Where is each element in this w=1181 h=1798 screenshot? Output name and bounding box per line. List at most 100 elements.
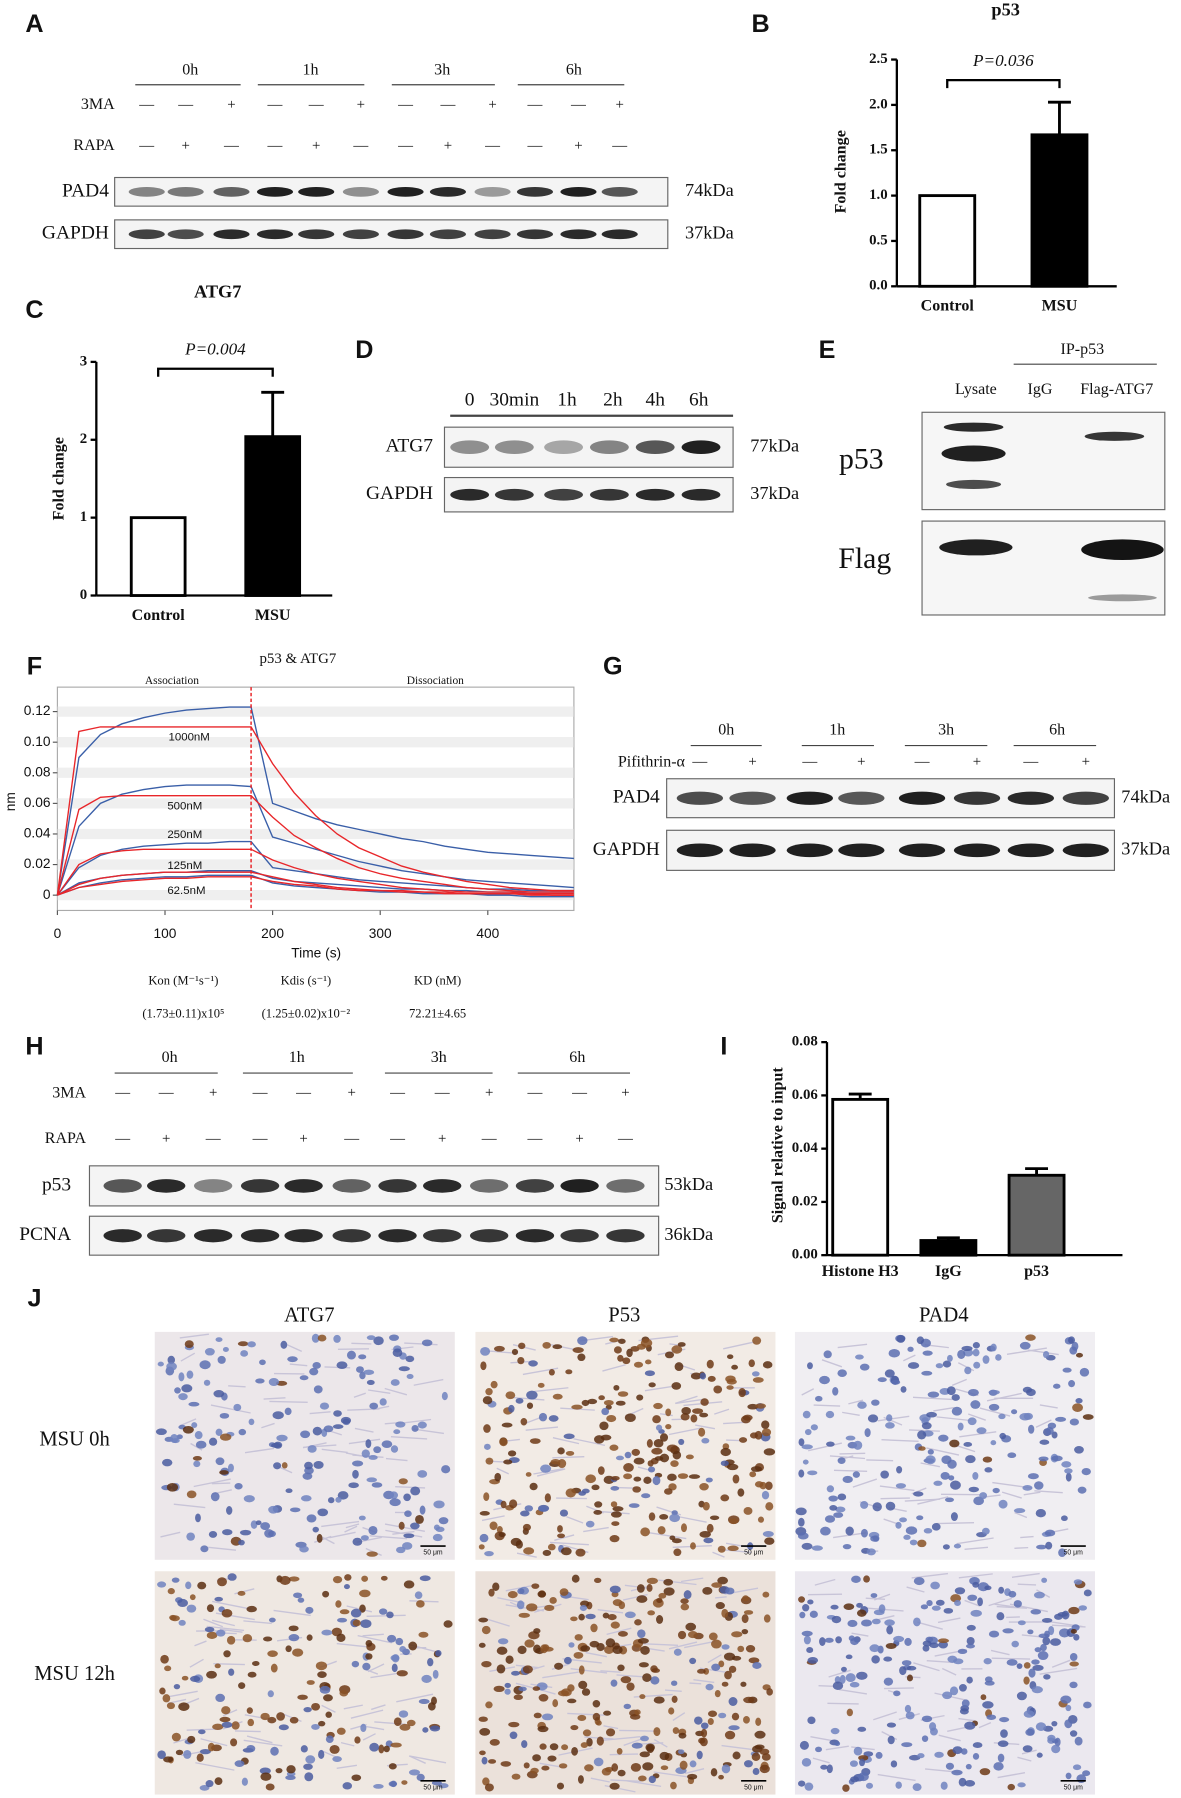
blot-band [676, 843, 724, 858]
cell-nucleus [860, 1528, 868, 1538]
cell-nucleus [417, 1470, 428, 1478]
cell-nucleus [1027, 1473, 1039, 1480]
cell-nucleus [478, 1716, 488, 1722]
cell-nucleus [483, 1424, 491, 1433]
cell-nucleus [728, 1665, 737, 1673]
cell-nucleus [215, 1428, 223, 1436]
cell-nucleus [1073, 1579, 1083, 1585]
cell-nucleus [681, 1407, 691, 1415]
cell-nucleus [1031, 1659, 1040, 1665]
y-tick-label: 0.5 [869, 232, 888, 248]
cell-nucleus [518, 1342, 526, 1350]
cell-nucleus [208, 1531, 218, 1538]
cell-nucleus [930, 1581, 940, 1590]
cell-nucleus [1039, 1439, 1050, 1445]
cell-nucleus [685, 1622, 697, 1632]
cell-nucleus [557, 1690, 570, 1697]
cell-nucleus [392, 1348, 403, 1357]
error-bar [1025, 1167, 1049, 1176]
tissue-fiber [357, 1634, 393, 1644]
cell-nucleus [738, 1388, 746, 1398]
cell-nucleus [360, 1619, 372, 1629]
cell-nucleus [557, 1533, 566, 1539]
treatment-sign: — [570, 97, 586, 113]
cell-nucleus [525, 1472, 532, 1477]
blot-band [332, 1229, 371, 1243]
cell-nucleus [366, 1379, 375, 1386]
cell-nucleus [923, 1528, 933, 1534]
cell-nucleus [280, 1340, 288, 1349]
blot-band [676, 791, 724, 805]
cell-nucleus [300, 1430, 311, 1439]
scale-bar-label: 50 μm [423, 1785, 442, 1792]
cell-nucleus [942, 1544, 950, 1550]
cell-nucleus [188, 1401, 200, 1407]
cell-nucleus [721, 1681, 729, 1687]
tissue-fiber [337, 1348, 369, 1350]
bar [129, 516, 187, 597]
cell-nucleus [360, 1723, 367, 1733]
cell-nucleus [511, 1773, 521, 1780]
cell-nucleus [189, 1594, 196, 1601]
cell-nucleus [267, 1690, 274, 1698]
cell-nucleus [268, 1377, 280, 1387]
cell-nucleus [647, 1466, 656, 1473]
cell-nucleus [226, 1635, 236, 1645]
cell-nucleus [664, 1351, 675, 1359]
cell-nucleus [194, 1431, 203, 1440]
cell-nucleus [935, 1363, 944, 1369]
treatment-sign: — [352, 138, 368, 154]
cell-nucleus [505, 1391, 516, 1400]
cell-nucleus [223, 1650, 231, 1658]
cell-nucleus [238, 1428, 247, 1436]
tissue-fiber [385, 1529, 423, 1538]
cell-nucleus [883, 1656, 893, 1662]
tissue-fiber [912, 1396, 953, 1401]
blot-band [1062, 791, 1109, 805]
cell-nucleus [386, 1611, 394, 1619]
treatment-sign: — [481, 1131, 497, 1147]
cell-nucleus [916, 1336, 925, 1345]
cell-nucleus [845, 1654, 853, 1660]
cell-nucleus [671, 1538, 682, 1544]
cell-nucleus [629, 1713, 641, 1720]
tissue-fiber [957, 1362, 975, 1372]
cell-nucleus [415, 1514, 424, 1524]
cell-nucleus [743, 1696, 755, 1704]
cell-nucleus [611, 1521, 620, 1526]
cell-nucleus [944, 1497, 955, 1503]
tissue-fiber [399, 1418, 432, 1425]
cell-nucleus [961, 1345, 973, 1352]
blot-band [474, 229, 511, 240]
cell-nucleus [663, 1578, 674, 1586]
cell-nucleus [481, 1625, 491, 1635]
tissue-fiber [913, 1662, 940, 1672]
treatment-sign: — [114, 1131, 130, 1147]
lane-label: IgG [1028, 381, 1053, 398]
blot-band [943, 422, 1004, 432]
cell-nucleus [214, 1663, 221, 1669]
cell-nucleus [300, 1745, 308, 1753]
band-size: 37kDa [685, 222, 734, 242]
time-label: 3h [434, 62, 450, 79]
cell-nucleus [288, 1634, 300, 1642]
cell-nucleus [832, 1387, 839, 1396]
cell-nucleus [247, 1718, 255, 1727]
cell-nucleus [366, 1477, 377, 1483]
cell-nucleus [285, 1488, 293, 1494]
x-tick-label: 400 [476, 926, 499, 941]
cell-nucleus [366, 1551, 378, 1557]
cell-nucleus [647, 1610, 655, 1616]
cell-nucleus [399, 1646, 407, 1653]
blot-band [332, 1179, 371, 1193]
cell-nucleus [317, 1334, 327, 1342]
cell-nucleus [856, 1671, 868, 1680]
cell-nucleus [523, 1762, 530, 1769]
cell-nucleus [657, 1526, 666, 1535]
tissue-fiber [496, 1467, 509, 1475]
cell-nucleus [984, 1467, 993, 1473]
tissue-fiber [222, 1709, 238, 1717]
cell-nucleus [247, 1671, 257, 1678]
x-tick-label: MSU [1042, 298, 1078, 315]
cell-nucleus [741, 1629, 749, 1635]
